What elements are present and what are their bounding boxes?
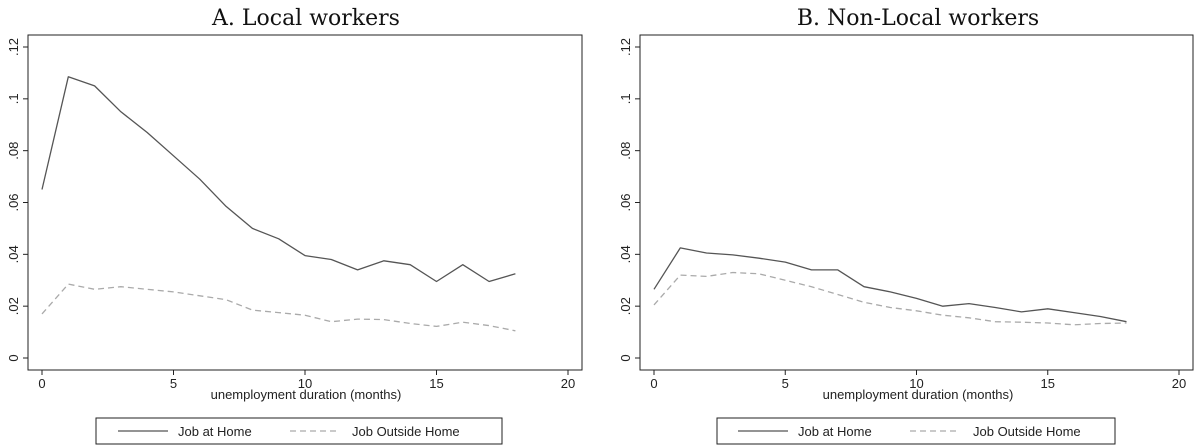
y-tick-label: .04	[618, 245, 633, 263]
legend-label-job-at-home: Job at Home	[178, 424, 252, 439]
plot-frame	[639, 34, 1194, 371]
plot-frame	[27, 34, 583, 371]
y-tick-label: 0	[6, 354, 21, 361]
y-tick-label: .1	[618, 93, 633, 104]
y-tick-label: .04	[6, 245, 21, 263]
panel-title: B. Non-Local workers	[797, 6, 1039, 31]
y-tick-label: .02	[618, 297, 633, 315]
y-tick-label: .12	[6, 38, 21, 56]
y-tick-label: .08	[618, 142, 633, 160]
legend-label-job-outside-home: Job Outside Home	[352, 424, 460, 439]
x-tick-label: 20	[1172, 376, 1186, 391]
legend-box	[716, 417, 1116, 445]
y-tick-label: .06	[6, 193, 21, 211]
series-line-job-outside-home	[653, 271, 1127, 326]
series-line-job-at-home	[653, 247, 1127, 323]
series-line-job-outside-home	[41, 283, 516, 332]
y-tick-label: .12	[618, 38, 633, 56]
panel-title: A. Local workers	[211, 6, 400, 31]
x-tick-label: 20	[561, 376, 575, 391]
y-tick-label: .08	[6, 142, 21, 160]
x-tick-label: 0	[650, 376, 657, 391]
series-line-job-at-home	[41, 76, 516, 283]
x-axis-label: unemployment duration (months)	[211, 387, 402, 402]
x-tick-label: 10	[909, 376, 923, 391]
legend: Job at Home Job Outside Home	[716, 417, 1116, 445]
panel-local-workers: A. Local workers unemployment duration (…	[6, 6, 583, 445]
plot-area: 0 .02 .04 .06 .08 .1 .12 0 5 10 15 20	[6, 34, 583, 391]
x-tick-label: 5	[170, 376, 177, 391]
legend-label-job-at-home: Job at Home	[798, 424, 872, 439]
legend-box	[95, 417, 503, 445]
x-tick-label: 15	[429, 376, 443, 391]
x-axis-label: unemployment duration (months)	[823, 387, 1014, 402]
legend: Job at Home Job Outside Home	[95, 417, 503, 445]
x-tick-label: 15	[1041, 376, 1055, 391]
x-tick-label: 10	[298, 376, 312, 391]
plot-area: 0 .02 .04 .06 .08 .1 .12 0 5 10 15 20	[618, 34, 1194, 391]
legend-label-job-outside-home: Job Outside Home	[973, 424, 1081, 439]
y-tick-label: 0	[618, 354, 633, 361]
y-tick-label: .06	[618, 193, 633, 211]
x-tick-label: 0	[38, 376, 45, 391]
x-tick-label: 5	[782, 376, 789, 391]
panel-non-local-workers: B. Non-Local workers unemployment durati…	[618, 6, 1194, 445]
y-tick-label: .02	[6, 297, 21, 315]
y-tick-label: .1	[6, 93, 21, 104]
